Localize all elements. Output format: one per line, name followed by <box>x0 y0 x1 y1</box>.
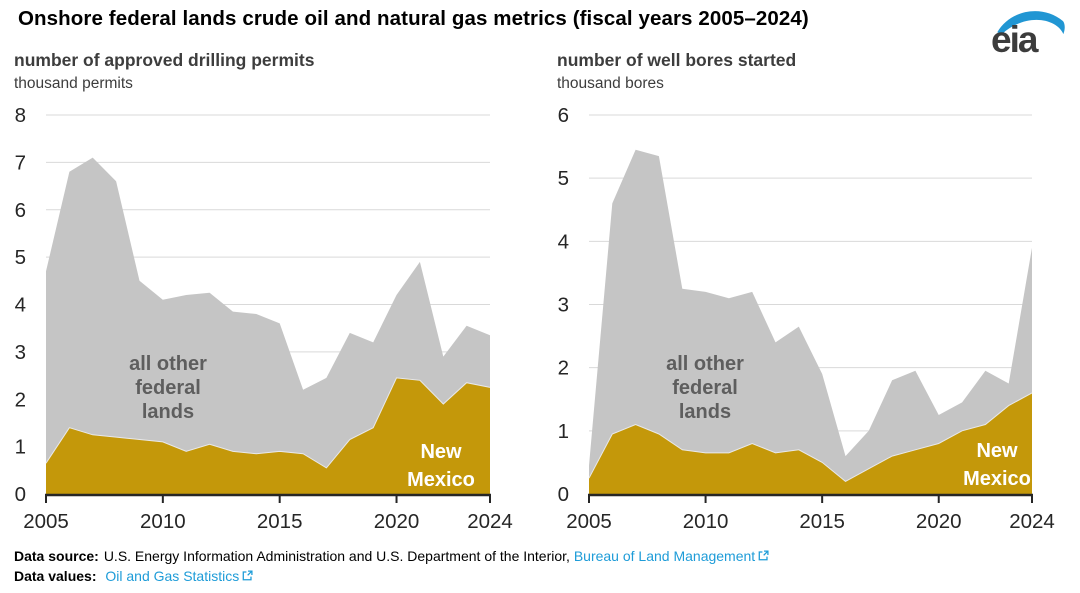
data-values-label: Data values: <box>14 568 97 584</box>
y-tick-label: 0 <box>558 483 569 506</box>
y-tick-label: 4 <box>558 230 569 253</box>
right-chart-title: number of well bores started <box>557 50 797 70</box>
blm-link[interactable]: Bureau of Land Management <box>574 548 769 564</box>
right-chart-plot: 2005 2010 2015 2020 2024 0 1 2 3 4 5 6 all otherfede… <box>558 104 1055 533</box>
y-tick-label: 6 <box>558 104 569 127</box>
x-tick-label: 2015 <box>257 510 303 533</box>
data-source-text: U.S. Energy Information Administration a… <box>103 548 570 564</box>
y-tick-label: 2 <box>558 357 569 380</box>
right-chart-unit: thousand bores <box>557 75 664 92</box>
eia-logo-swoosh-icon <box>997 11 1065 35</box>
y-tick-label: 7 <box>15 151 26 174</box>
area-label: lands <box>679 401 731 423</box>
y-tick-label: 3 <box>558 294 569 317</box>
x-tick-label: 2020 <box>916 510 962 533</box>
area-label: all other <box>129 353 207 375</box>
area-label: New <box>976 440 1018 462</box>
x-tick-label: 2010 <box>140 510 186 533</box>
x-tick-label: 2020 <box>374 510 420 533</box>
area-all-other-federal-lands <box>589 149 1032 494</box>
y-tick-label: 5 <box>558 167 569 190</box>
area-label: New <box>420 441 462 463</box>
series-divider-line <box>45 377 491 469</box>
oil-gas-statistics-link[interactable]: Oil and Gas Statistics <box>105 568 253 584</box>
external-link-icon <box>758 550 769 561</box>
right-chart-header: number of well bores started thousand bo… <box>557 50 796 93</box>
left-chart-unit: thousand permits <box>14 75 133 92</box>
y-tick-label: 6 <box>15 199 26 222</box>
x-tick-label: 2005 <box>566 510 612 533</box>
area-label: federal <box>672 377 738 399</box>
y-tick-label: 5 <box>15 246 26 269</box>
y-tick-label: 2 <box>15 388 26 411</box>
series-divider-line <box>588 392 1033 482</box>
area-label: federal <box>135 377 201 399</box>
data-source-line: Data source: U.S. Energy Information Admi… <box>14 546 769 566</box>
y-tick-label: 0 <box>15 483 26 506</box>
external-link-icon <box>242 570 253 581</box>
x-tick-label: 2024 <box>1009 510 1055 533</box>
x-tick-label: 2024 <box>467 510 513 533</box>
footer: Data source: U.S. Energy Information Admi… <box>14 546 769 586</box>
area-label: lands <box>142 401 194 423</box>
y-tick-label: 3 <box>15 341 26 364</box>
area-all-other-federal-lands <box>46 157 490 494</box>
area-new-mexico <box>589 392 1032 494</box>
eia-logo[interactable]: eia <box>991 5 1067 60</box>
page-title: Onshore federal lands crude oil and natu… <box>18 7 809 30</box>
data-values-line: Data values: Oil and Gas Statistics <box>14 566 769 586</box>
area-label: Mexico <box>963 468 1031 490</box>
x-tick-label: 2015 <box>799 510 845 533</box>
area-label: Mexico <box>407 469 475 491</box>
y-tick-label: 1 <box>558 420 569 443</box>
area-new-mexico <box>46 377 490 494</box>
y-tick-label: 4 <box>15 294 26 317</box>
left-chart-plot: 2005 2010 2015 2020 2024 0 1 2 3 4 5 6 7 8 all otherfe… <box>15 104 513 533</box>
x-tick-label: 2005 <box>23 510 69 533</box>
data-source-label: Data source: <box>14 548 99 564</box>
y-tick-label: 1 <box>15 436 26 459</box>
eia-logo-text: eia <box>991 18 1038 60</box>
left-chart-header: number of approved drilling permits thou… <box>14 50 314 93</box>
y-tick-label: 8 <box>15 104 26 127</box>
x-tick-label: 2010 <box>683 510 729 533</box>
left-chart-title: number of approved drilling permits <box>14 50 315 70</box>
area-label: all other <box>666 353 744 375</box>
